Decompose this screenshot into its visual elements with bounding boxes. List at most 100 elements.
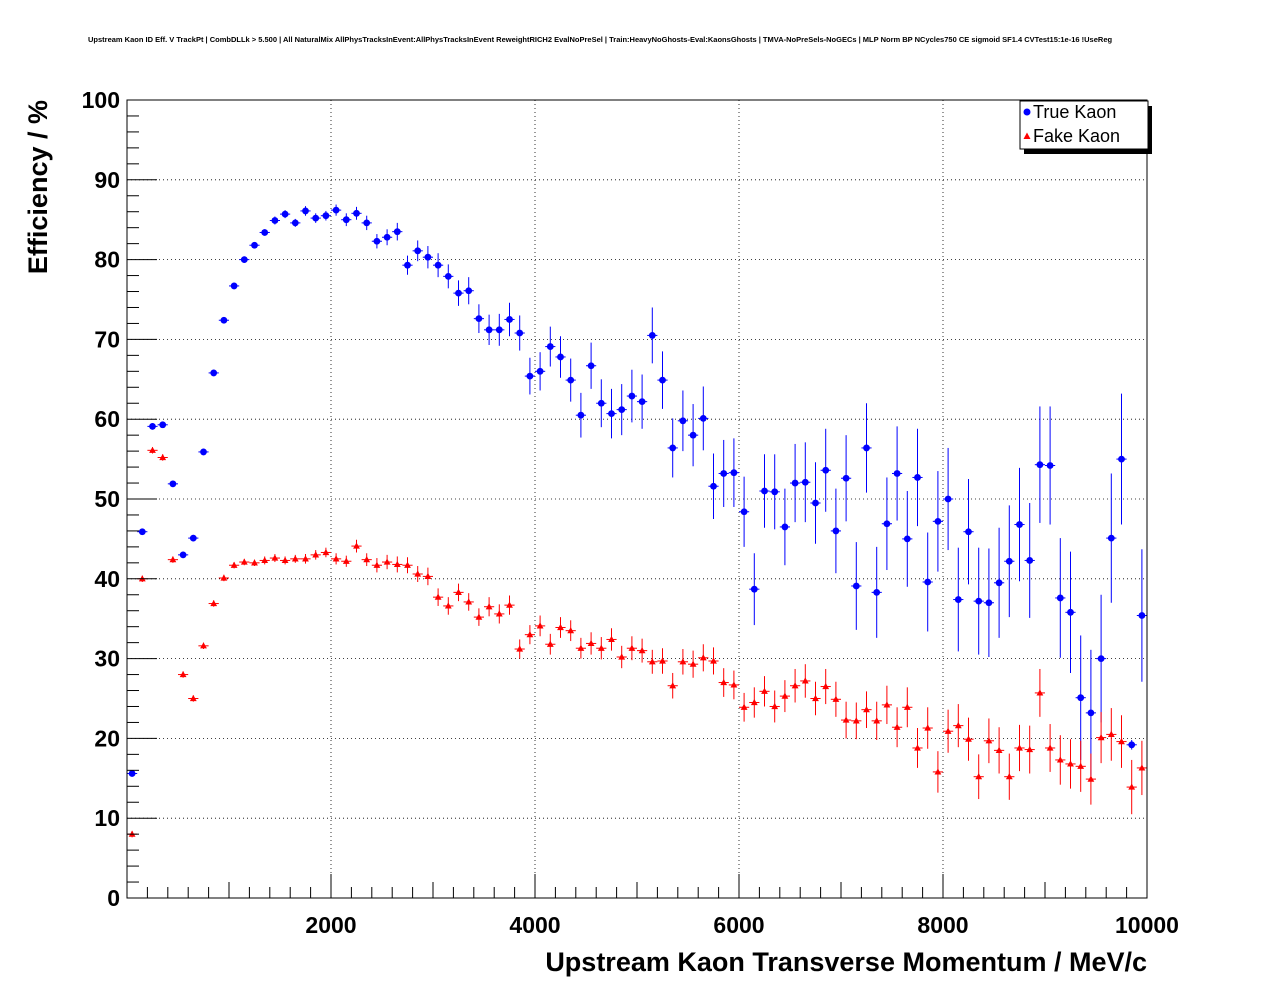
data-point <box>291 555 299 562</box>
data-point <box>1046 462 1054 469</box>
data-point <box>873 717 881 724</box>
data-point <box>863 444 870 452</box>
data-point <box>138 528 146 536</box>
data-point <box>200 642 207 649</box>
data-point <box>159 453 167 461</box>
data-point <box>761 487 768 495</box>
data-point <box>414 247 422 255</box>
data-point <box>944 495 952 503</box>
data-point <box>383 558 391 565</box>
data-point <box>954 722 962 729</box>
data-point <box>210 599 218 607</box>
data-point <box>740 703 748 710</box>
data-point <box>863 706 870 713</box>
data-point <box>322 212 330 220</box>
data-point <box>475 315 483 323</box>
data-point <box>312 214 320 222</box>
data-point <box>1026 745 1034 753</box>
data-point <box>801 478 809 486</box>
data-point <box>699 415 707 422</box>
data-point <box>761 687 768 694</box>
data-point <box>240 558 248 565</box>
data-point <box>628 644 636 651</box>
data-point <box>781 523 789 531</box>
data-point <box>281 210 289 218</box>
y-tick-label: 0 <box>107 885 120 911</box>
data-point <box>485 603 493 610</box>
data-point <box>689 660 697 667</box>
data-point <box>985 599 993 607</box>
y-tick-label: 100 <box>82 87 120 113</box>
data-point <box>924 724 932 731</box>
data-point <box>373 237 381 245</box>
data-point <box>852 582 860 590</box>
data-point <box>791 682 799 689</box>
data-point <box>1087 709 1095 717</box>
chart-title: Upstream Kaon ID Eff. V TrackPt | CombDL… <box>88 35 1112 44</box>
data-point <box>1097 734 1105 741</box>
data-point <box>832 527 840 535</box>
data-point <box>812 694 819 702</box>
data-point <box>332 555 340 562</box>
data-point <box>506 316 513 323</box>
data-point <box>710 482 717 490</box>
data-point <box>302 555 309 562</box>
data-point <box>342 557 350 564</box>
data-point <box>220 316 228 324</box>
data-point <box>567 376 575 384</box>
data-point <box>546 640 554 647</box>
data-point <box>995 746 1003 753</box>
data-point <box>393 228 401 236</box>
data-point <box>669 682 677 689</box>
data-point <box>608 635 615 643</box>
data-point <box>965 735 972 742</box>
data-point <box>271 554 279 561</box>
data-point <box>536 367 544 375</box>
data-point <box>1107 534 1115 542</box>
data-point <box>903 703 911 710</box>
data-point <box>1056 594 1064 602</box>
data-point <box>230 561 238 568</box>
data-point <box>812 499 819 507</box>
data-point <box>1128 783 1136 790</box>
data-point <box>281 556 289 564</box>
data-point <box>393 560 401 568</box>
data-point <box>1067 760 1074 767</box>
data-point <box>628 392 636 400</box>
data-point <box>679 658 687 665</box>
y-axis-title: Efficiency / % <box>23 100 53 274</box>
x-tick-label: 10000 <box>1115 912 1179 938</box>
data-point <box>159 421 167 429</box>
data-point <box>914 474 921 481</box>
data-point <box>353 542 360 549</box>
data-point <box>240 256 248 263</box>
data-point <box>455 588 462 595</box>
data-point <box>720 678 728 686</box>
data-point <box>975 773 983 780</box>
data-point <box>965 528 972 536</box>
data-point <box>1056 756 1064 763</box>
data-point <box>363 219 371 227</box>
data-point <box>1016 521 1023 528</box>
data-point <box>230 282 238 290</box>
data-point <box>954 596 962 603</box>
data-point <box>914 744 921 751</box>
data-point <box>873 588 881 596</box>
data-point <box>1138 612 1146 619</box>
data-point <box>934 517 942 525</box>
data-point <box>995 579 1003 587</box>
data-point <box>506 601 513 608</box>
data-point <box>1036 689 1044 696</box>
data-point <box>750 698 758 706</box>
data-point <box>424 572 432 580</box>
data-point <box>434 593 442 600</box>
data-point <box>546 343 554 350</box>
legend-label-fake-kaon: Fake Kaon <box>1033 126 1120 146</box>
data-point <box>189 694 197 702</box>
data-point <box>475 613 483 620</box>
data-point <box>567 627 575 634</box>
data-point <box>302 207 309 215</box>
y-tick-label: 40 <box>94 566 120 592</box>
data-point <box>618 406 626 414</box>
